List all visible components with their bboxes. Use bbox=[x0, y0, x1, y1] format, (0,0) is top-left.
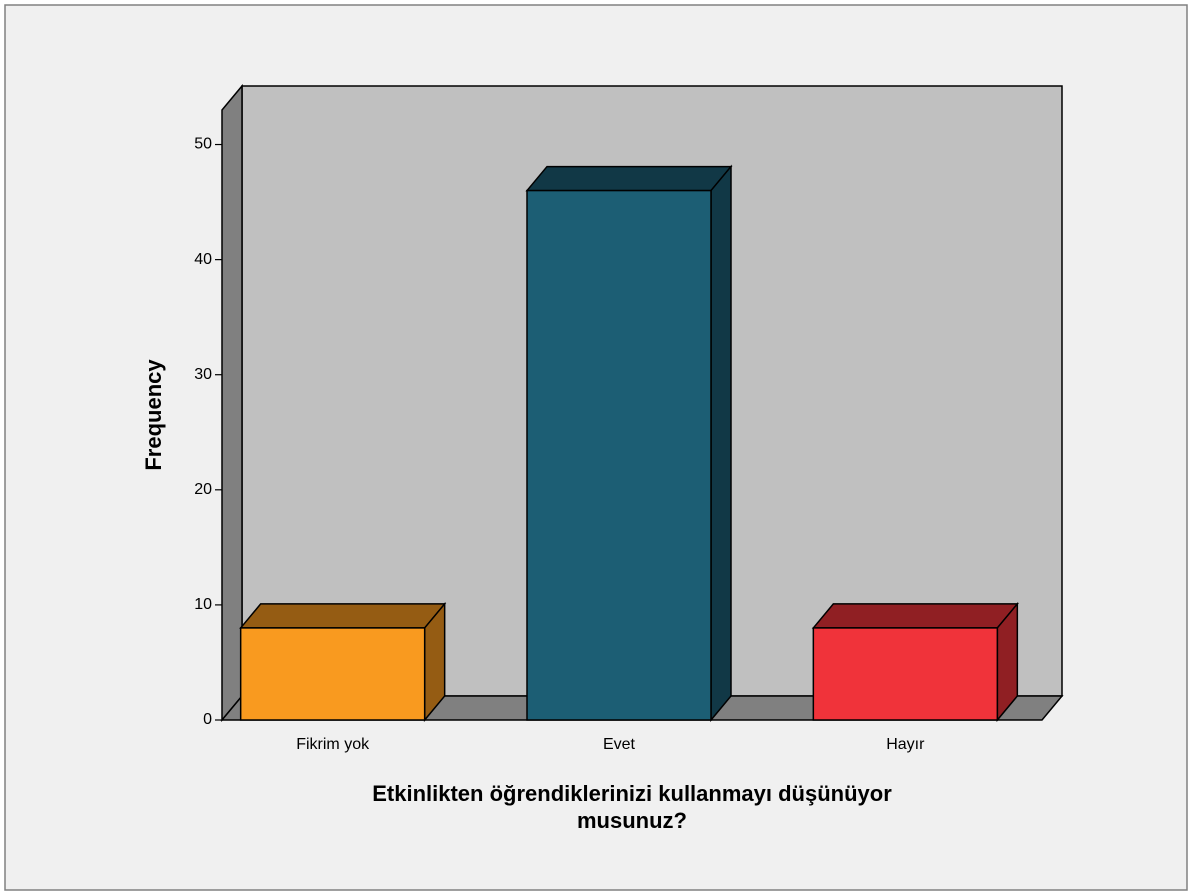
y-axis-label: Frequency bbox=[141, 359, 166, 471]
x-tick-label: Fikrim yok bbox=[296, 736, 370, 753]
x-axis-label: musunuz? bbox=[577, 808, 687, 833]
bar-top bbox=[811, 603, 1019, 629]
side-wall bbox=[221, 83, 243, 723]
y-tick-label: 0 bbox=[203, 711, 212, 728]
bar-side bbox=[710, 164, 732, 723]
y-tick-label: 40 bbox=[194, 251, 212, 268]
x-tick-label: Hayır bbox=[886, 736, 925, 753]
bar bbox=[526, 189, 712, 721]
y-tick-label: 20 bbox=[194, 481, 212, 498]
bar-top bbox=[239, 603, 447, 629]
bar bbox=[239, 627, 426, 721]
bar-top bbox=[525, 165, 733, 192]
x-axis-label: Etkinlikten öğrendiklerinizi kullanmayı … bbox=[372, 781, 892, 806]
x-tick-label: Evet bbox=[603, 736, 636, 753]
y-tick-label: 50 bbox=[194, 136, 212, 153]
bar bbox=[812, 627, 999, 721]
y-tick-label: 10 bbox=[194, 596, 212, 613]
y-tick-label: 30 bbox=[194, 366, 212, 383]
